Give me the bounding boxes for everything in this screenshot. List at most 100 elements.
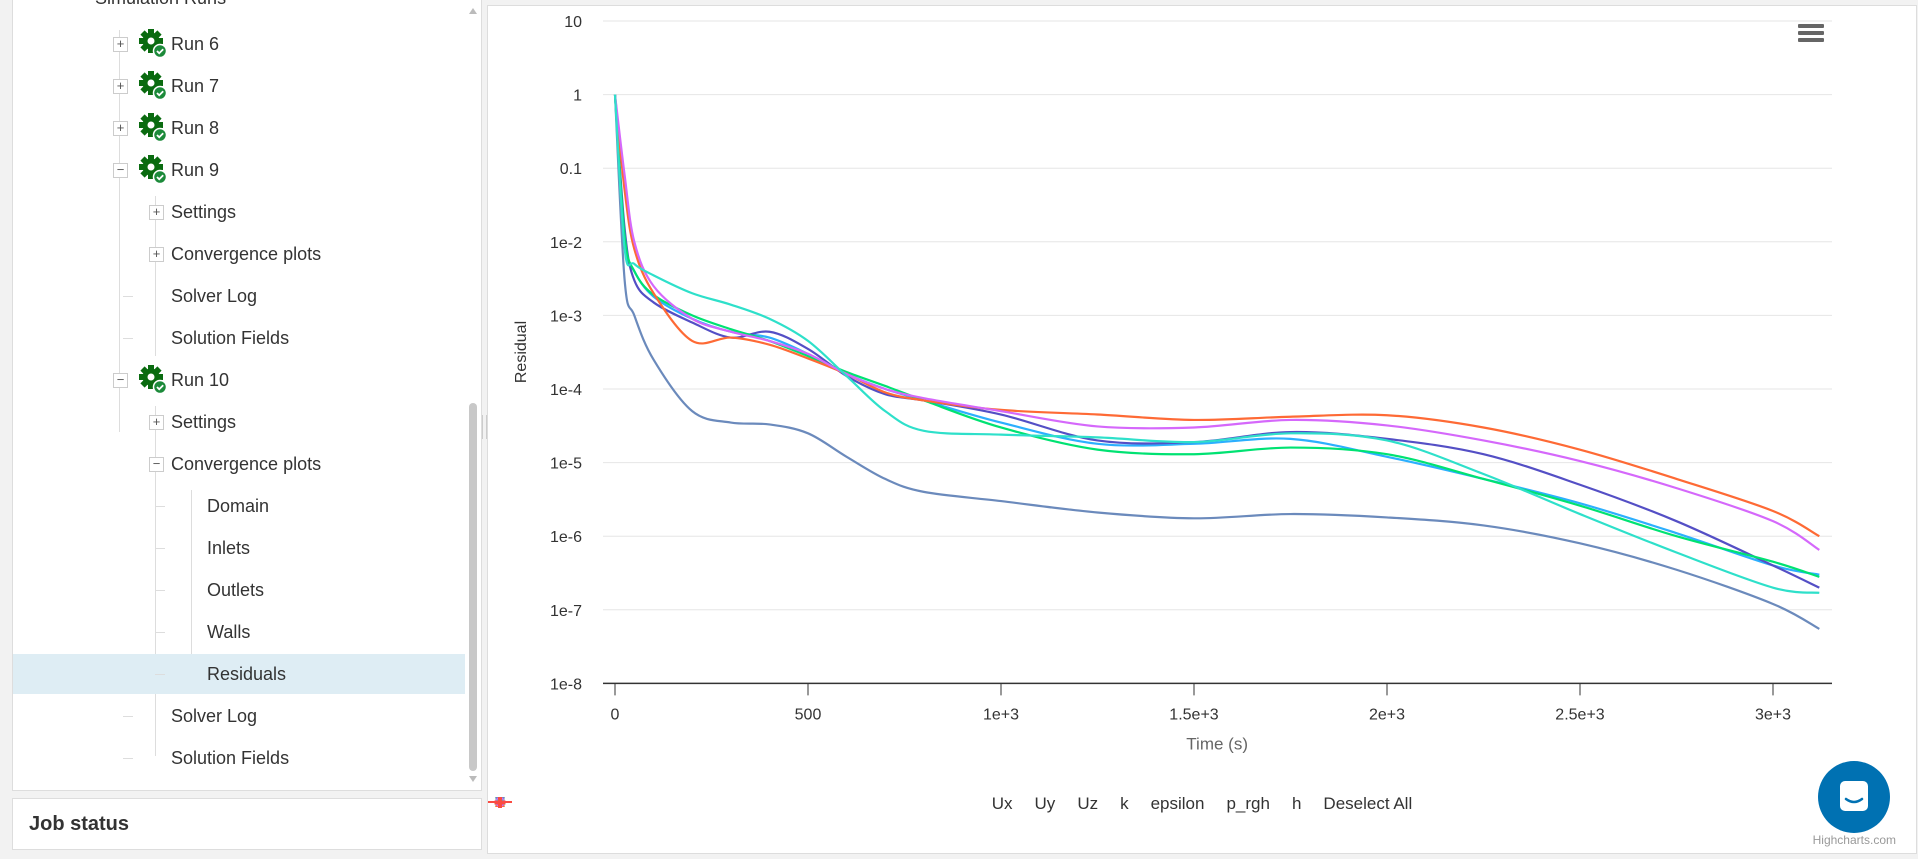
expand-icon[interactable]: + <box>149 247 164 262</box>
expand-icon[interactable]: + <box>113 37 128 52</box>
job-status-panel[interactable]: Job status <box>12 798 482 850</box>
x-tick-label: 0 <box>611 706 620 723</box>
y-tick-label: 1e-2 <box>550 235 582 252</box>
chart-legend: Ux Uy Uz k epsilon p_rgh h Deselect All <box>488 794 1916 814</box>
tree-connector <box>155 506 165 507</box>
y-tick-label: 1e-4 <box>550 382 582 399</box>
hamburger-menu-icon[interactable] <box>1798 24 1824 46</box>
tree-item[interactable]: + Run 8 <box>13 108 465 148</box>
chart-svg: 10 1 0.1 1e-2 1e-3 1e-4 1e-5 1e-6 1e-7 1e-8 0 500 1e… <box>513 14 1832 753</box>
legend-label: p_rgh <box>1226 794 1270 813</box>
tree-item[interactable]: + Run 7 <box>13 66 465 106</box>
expand-icon[interactable]: + <box>149 415 164 430</box>
job-status-title: Job status <box>29 813 130 835</box>
scroll-thumb[interactable] <box>469 403 477 771</box>
x-tick-label: 500 <box>795 706 822 723</box>
tree-item[interactable]: Outlets <box>13 570 465 610</box>
expand-icon[interactable]: + <box>113 121 128 136</box>
y-tick-label: 0.1 <box>560 161 582 178</box>
legend-label: Uy <box>1034 794 1056 813</box>
tree-item[interactable]: + Run 6 <box>13 24 465 64</box>
y-tick-label: 1e-5 <box>550 456 582 473</box>
x-tick-label: 1e+3 <box>983 706 1019 723</box>
tree-guide-line <box>155 196 156 356</box>
expand-icon[interactable]: + <box>113 79 128 94</box>
legend-item-k[interactable]: k <box>488 794 1129 814</box>
tree-item[interactable]: − Run 9 <box>13 150 465 190</box>
scroll-down-arrow[interactable] <box>469 776 477 782</box>
series-line-Ux <box>613 94 1820 576</box>
gear-check-icon <box>139 365 167 394</box>
tree-header[interactable]: Simulation Runs <box>95 0 226 9</box>
y-tick-label: 1e-7 <box>550 603 582 620</box>
tree-item-label: Run 10 <box>171 369 230 390</box>
series-line-p_rgh <box>613 94 1820 551</box>
y-tick-label: 1 <box>573 88 582 105</box>
tree-item-label: Convergence plots <box>171 243 322 264</box>
x-axis-title: Time (s) <box>1186 734 1248 753</box>
tree-item[interactable]: + Settings <box>13 192 465 232</box>
highcharts-credits[interactable]: Highcharts.com <box>1812 833 1896 847</box>
tree-connector <box>123 338 133 339</box>
series-line-h <box>613 94 1820 594</box>
y-axis-title: Residual <box>513 321 530 383</box>
tree-item[interactable]: Solver Log <box>13 276 465 316</box>
collapse-icon[interactable]: − <box>113 163 128 178</box>
collapse-icon[interactable]: − <box>113 373 128 388</box>
x-tick-label: 1.5e+3 <box>1169 706 1218 723</box>
tree-item[interactable]: − Run 10 <box>13 360 465 400</box>
legend-item-uz[interactable]: Uz <box>488 794 1099 814</box>
tree-item-label: Walls <box>207 621 251 642</box>
panel-splitter[interactable] <box>482 415 487 439</box>
collapse-icon[interactable]: − <box>149 457 164 472</box>
tree-connector <box>155 674 165 675</box>
tree-item[interactable]: Solution Fields <box>13 318 465 358</box>
tree-item-label: Solution Fields <box>171 327 290 348</box>
gear-check-icon <box>139 29 167 58</box>
legend-item-epsilon[interactable]: epsilon <box>488 794 1204 814</box>
y-tick-label: 1e-8 <box>550 676 582 693</box>
tree-item[interactable]: Walls <box>13 612 465 652</box>
legend-label: k <box>1120 794 1129 813</box>
legend-label: h <box>1291 794 1302 813</box>
y-tick-label: 10 <box>564 14 582 31</box>
x-tick-label: 2.5e+3 <box>1555 706 1604 723</box>
tree-connector <box>155 590 165 591</box>
tree-item-label: Domain <box>207 495 270 516</box>
tree-item[interactable]: + Convergence plots <box>13 234 465 274</box>
tree-item-label: Solution Fields <box>171 747 290 768</box>
gear-check-icon <box>139 155 167 184</box>
legend-item-h[interactable]: h <box>488 794 1302 814</box>
legend-item-p_rgh[interactable]: p_rgh <box>488 794 1270 814</box>
chat-icon <box>1840 781 1868 811</box>
tree-item[interactable]: Inlets <box>13 528 465 568</box>
tree-item-label: Run 6 <box>171 33 220 54</box>
tree-guide-line <box>155 406 156 756</box>
series-line-epsilon <box>613 94 1820 630</box>
legend-item-ux[interactable]: Ux <box>488 794 1013 814</box>
tree-item[interactable]: − Convergence plots <box>13 444 465 484</box>
tree-item[interactable]: Residuals <box>13 654 465 694</box>
tree-item[interactable]: Solver Log <box>13 696 465 736</box>
tree-item[interactable]: Solution Fields <box>13 738 465 778</box>
legend-label: Uz <box>1077 794 1099 813</box>
scroll-up-arrow[interactable] <box>469 8 477 14</box>
y-tick-label: 1e-3 <box>550 308 582 325</box>
tree-scrollbar[interactable] <box>467 0 479 790</box>
legend-item-uy[interactable]: Uy <box>488 794 1056 814</box>
tree-connector <box>123 296 133 297</box>
legend-marker-icon <box>488 797 512 808</box>
tree-item[interactable]: + Settings <box>13 402 465 442</box>
tree-item-label: Run 7 <box>171 75 220 96</box>
expand-icon[interactable]: + <box>149 205 164 220</box>
tree-item-label: Settings <box>171 201 237 222</box>
tree-item-label: Outlets <box>207 579 265 600</box>
legend-item-deselect-all[interactable]: Deselect All <box>488 794 1412 814</box>
tree-connector <box>123 716 133 717</box>
tree-item[interactable]: Domain <box>13 486 465 526</box>
chat-button[interactable] <box>1818 761 1890 833</box>
tree-item-label: Settings <box>171 411 237 432</box>
tree-item-label: Solver Log <box>171 285 258 306</box>
residuals-chart: 10 1 0.1 1e-2 1e-3 1e-4 1e-5 1e-6 1e-7 1e-8 0 500 1e… <box>487 5 1917 854</box>
tree-item-label: Residuals <box>207 663 287 684</box>
